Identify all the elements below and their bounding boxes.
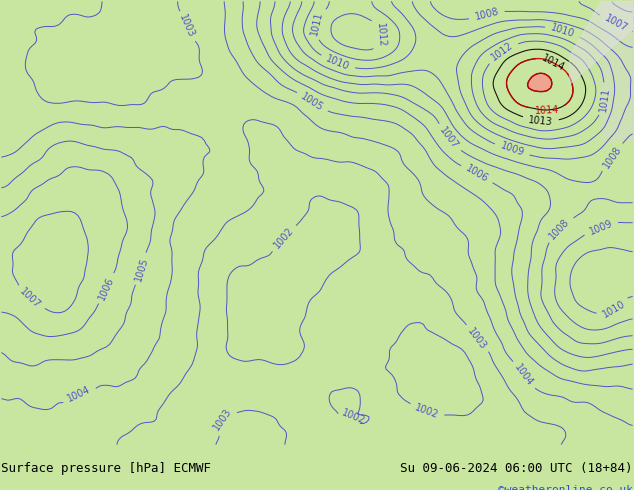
Text: 1002: 1002 bbox=[340, 407, 366, 426]
Text: 1007: 1007 bbox=[602, 13, 629, 34]
Text: 1010: 1010 bbox=[550, 23, 576, 40]
Text: 1002: 1002 bbox=[272, 226, 295, 251]
Text: 1011: 1011 bbox=[598, 86, 611, 112]
Text: 1007: 1007 bbox=[437, 125, 460, 151]
Text: 1012: 1012 bbox=[375, 22, 387, 48]
Text: 1004: 1004 bbox=[513, 362, 535, 388]
Text: 1014: 1014 bbox=[540, 53, 567, 73]
Text: 1007: 1007 bbox=[18, 287, 42, 311]
Text: 1008: 1008 bbox=[474, 7, 500, 23]
Text: 1005: 1005 bbox=[299, 91, 325, 113]
Text: 1011: 1011 bbox=[309, 11, 325, 37]
Text: Surface pressure [hPa] ECMWF: Surface pressure [hPa] ECMWF bbox=[1, 463, 211, 475]
Text: 1008: 1008 bbox=[602, 145, 624, 171]
Text: 1006: 1006 bbox=[464, 163, 490, 184]
Text: 1013: 1013 bbox=[528, 115, 553, 127]
Text: 1005: 1005 bbox=[133, 256, 150, 282]
Text: 1006: 1006 bbox=[96, 275, 115, 301]
Text: 1008: 1008 bbox=[548, 217, 572, 242]
Text: 1009: 1009 bbox=[587, 218, 614, 237]
Text: 1012: 1012 bbox=[489, 40, 515, 63]
Text: 1002: 1002 bbox=[413, 402, 440, 420]
Text: 1003: 1003 bbox=[212, 407, 233, 433]
Text: 1009: 1009 bbox=[499, 141, 526, 159]
Text: 1014: 1014 bbox=[534, 104, 559, 116]
Text: 1010: 1010 bbox=[600, 298, 626, 319]
Polygon shape bbox=[569, 1, 633, 84]
Text: 1003: 1003 bbox=[466, 326, 489, 351]
Text: ©weatheronline.co.uk: ©weatheronline.co.uk bbox=[498, 485, 633, 490]
Polygon shape bbox=[601, 1, 633, 140]
Text: 1010: 1010 bbox=[325, 53, 351, 72]
Text: Su 09-06-2024 06:00 UTC (18+84): Su 09-06-2024 06:00 UTC (18+84) bbox=[400, 463, 633, 475]
Text: 1003: 1003 bbox=[178, 13, 197, 40]
Text: 1004: 1004 bbox=[66, 385, 93, 404]
